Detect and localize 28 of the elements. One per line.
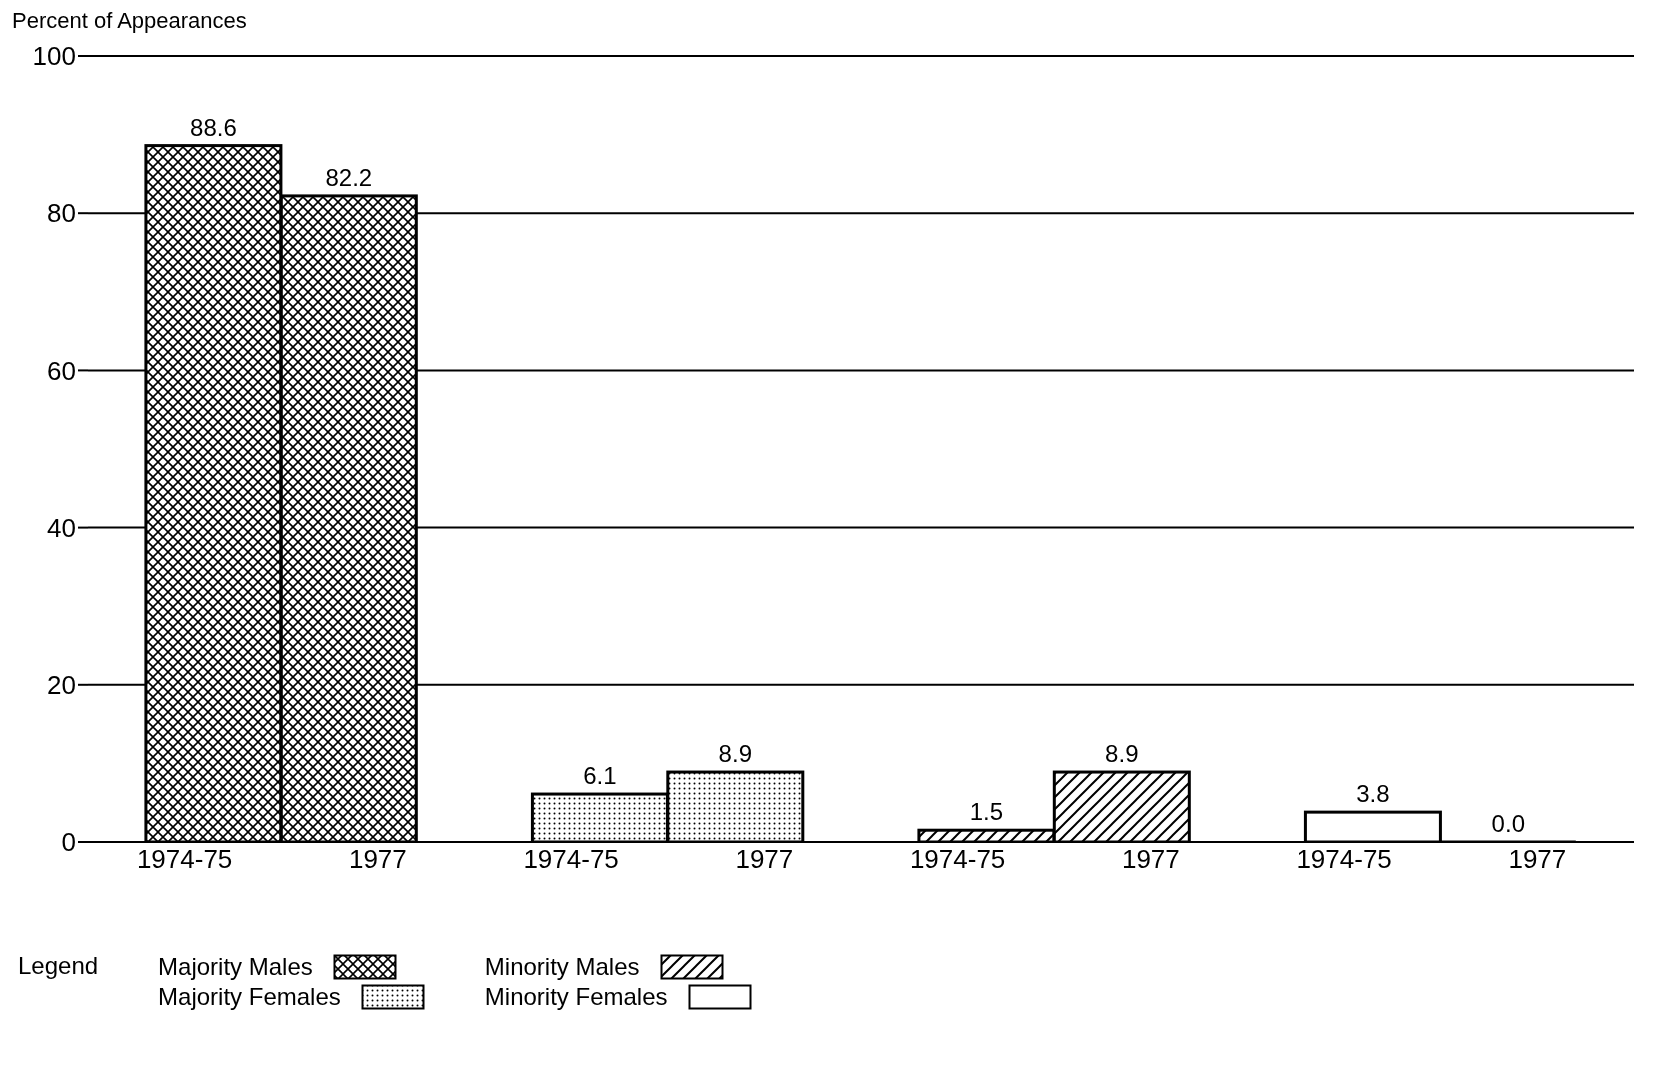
legend-title: Legend — [18, 952, 99, 981]
data-label: 3.8 — [1356, 780, 1390, 808]
x-tick-label: 1977 — [348, 844, 407, 875]
y-tick-label: 20 — [47, 670, 76, 701]
x-tick-label: 1974-75 — [523, 844, 619, 875]
data-label: 88.6 — [190, 113, 237, 141]
data-label: 6.1 — [583, 762, 617, 790]
y-tick-label: 60 — [47, 355, 76, 386]
y-tick-label: 100 — [32, 41, 76, 72]
y-axis-title: Percent of Appearances — [12, 8, 248, 33]
x-tick-label: 1977 — [735, 844, 794, 875]
legend-label: Majority Males — [158, 953, 313, 981]
legend-label: Majority Females — [158, 983, 341, 1011]
data-label: 8.9 — [718, 740, 752, 768]
x-tick-label: 1974-75 — [1296, 844, 1392, 875]
data-label: 8.9 — [1105, 740, 1139, 768]
data-label: 1.5 — [969, 798, 1004, 826]
y-tick-label: 80 — [47, 198, 76, 229]
x-tick-label: 1977 — [1508, 844, 1567, 875]
data-label: 0.0 — [1491, 810, 1525, 837]
x-tick-label: 1974-75 — [136, 844, 233, 875]
legend-label: Minority Females — [484, 983, 668, 1011]
legend-label: Minority Males — [484, 953, 640, 981]
y-tick-label: 40 — [47, 512, 76, 543]
x-tick-label: 1977 — [1121, 844, 1180, 875]
x-tick-label: 1974-75 — [909, 844, 1006, 875]
y-tick-label: 0 — [61, 827, 76, 858]
data-label: 82.2 — [325, 163, 373, 191]
